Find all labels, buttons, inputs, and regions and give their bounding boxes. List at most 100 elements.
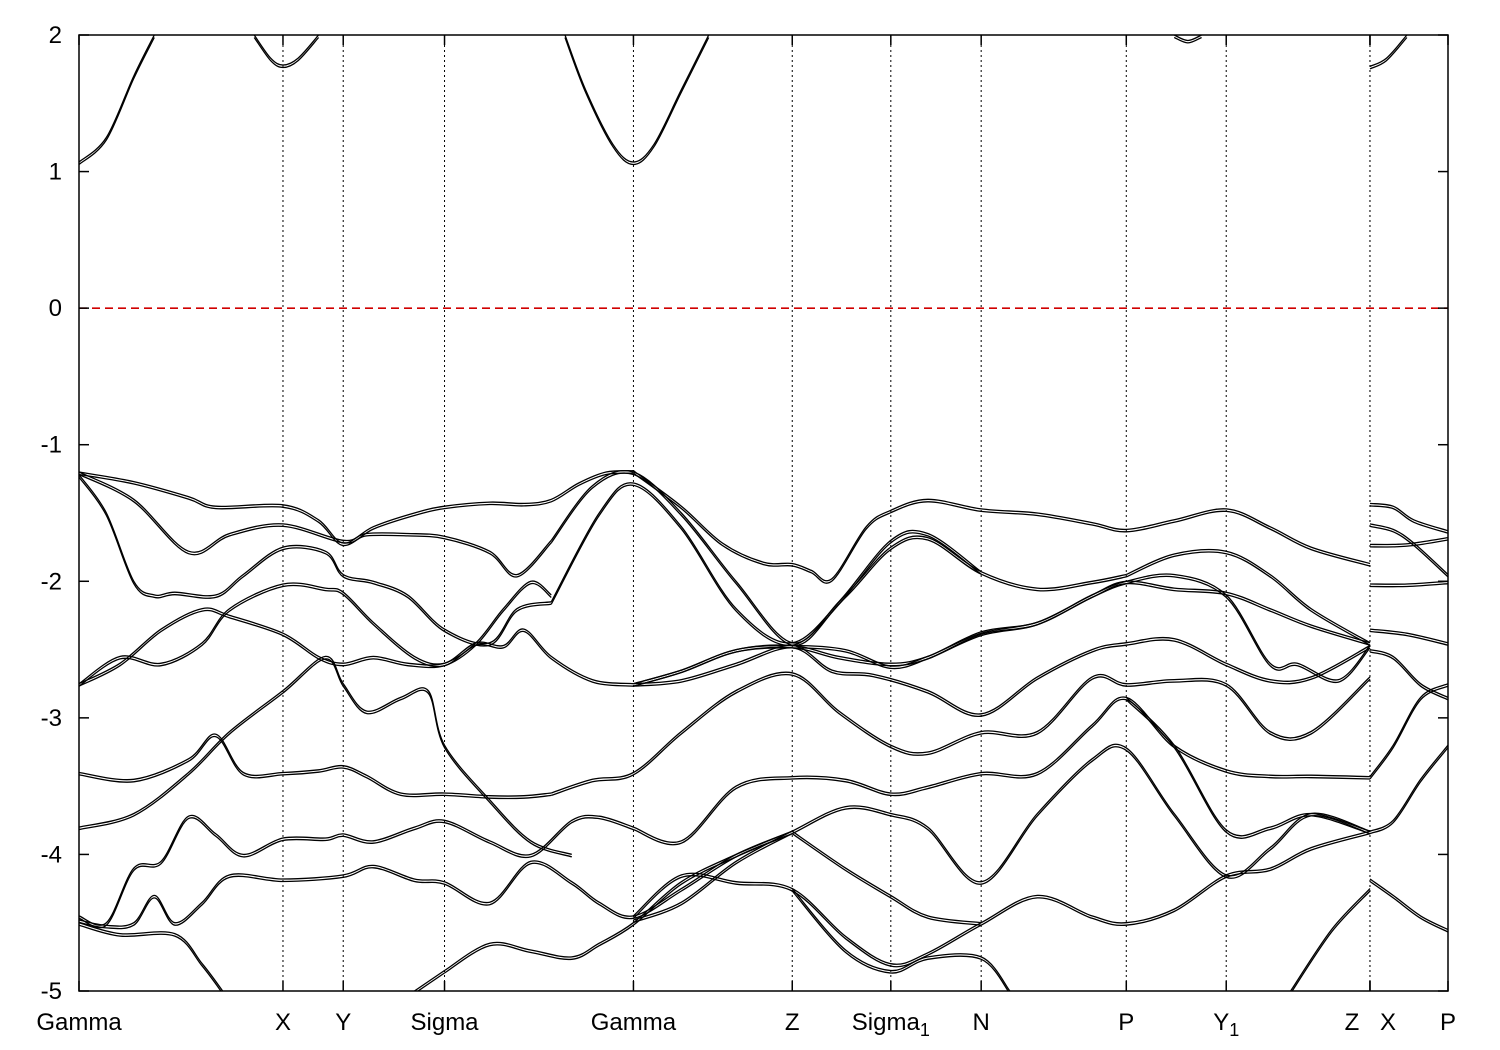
x-tick-label: Gamma	[591, 1009, 677, 1036]
band-line	[1173, 35, 1202, 42]
y-axis: 2 1 0 -1 -2 -3 -4 -5	[41, 22, 1448, 1005]
band-line	[1369, 880, 1448, 933]
band-line	[1369, 523, 1448, 575]
band-line	[550, 472, 982, 646]
bands	[79, 35, 1448, 991]
band-line	[444, 833, 793, 974]
band-line	[633, 470, 1371, 582]
band-line	[633, 636, 1371, 715]
band-line	[1369, 630, 1448, 646]
plot-frame	[78, 34, 1449, 992]
x-axis: Gamma X Y Sigma Gamma Z Sigma1 N P Y1 Z X P	[36, 35, 1456, 1040]
band-line	[79, 733, 552, 797]
band-line	[1290, 888, 1371, 991]
y-tick-label: -5	[41, 978, 62, 1005]
band-line	[564, 37, 710, 166]
band-line	[1291, 890, 1371, 991]
band-line	[1369, 539, 1448, 548]
band-line	[1173, 36, 1202, 44]
band-line	[79, 922, 224, 991]
band-line	[1369, 744, 1448, 832]
band-line	[550, 469, 982, 644]
band-line	[79, 830, 793, 927]
band-line	[1369, 651, 1448, 701]
band-line	[633, 746, 1371, 924]
band-line	[79, 817, 634, 929]
band-line	[1369, 685, 1448, 780]
y-tick-label: 2	[49, 22, 62, 49]
band-line	[79, 474, 552, 645]
band-line	[79, 472, 634, 547]
band-line	[1369, 37, 1408, 70]
x-tick-label: Y1	[1213, 1009, 1239, 1040]
band-line	[1369, 683, 1448, 777]
band-line	[633, 696, 1371, 843]
band-line	[1369, 648, 1448, 698]
band-line	[1369, 583, 1448, 588]
x-tick-label: Sigma	[411, 1009, 480, 1036]
band-line	[1369, 35, 1408, 67]
x-tick-label: P	[1118, 1009, 1134, 1036]
band-line	[633, 472, 1371, 584]
x-tick-label: Y	[335, 1009, 351, 1036]
band-line	[79, 471, 552, 576]
x-tick-label: X	[1380, 1009, 1396, 1036]
band-line	[79, 736, 552, 800]
band-line	[1369, 502, 1448, 532]
band-line	[253, 37, 320, 69]
y-tick-label: 0	[49, 295, 62, 322]
x-tick-label: X	[275, 1009, 291, 1036]
x-tick-label: Gamma	[36, 1009, 122, 1036]
band-line	[79, 470, 634, 544]
band-line	[1126, 551, 1371, 646]
band-line	[79, 580, 552, 685]
band-line	[550, 482, 1127, 644]
band-line	[633, 639, 1371, 717]
x-tick-label: Z	[1345, 1009, 1360, 1036]
band-line	[550, 484, 1127, 646]
band-line	[791, 890, 1009, 991]
band-line	[416, 972, 445, 991]
band-line	[1369, 878, 1448, 931]
y-tick-label: -2	[41, 568, 62, 595]
y-tick-label: 1	[49, 159, 62, 186]
band-line	[1369, 525, 1448, 578]
band-line	[253, 35, 320, 66]
band-line	[79, 814, 634, 926]
band-line	[633, 575, 1371, 687]
band-line	[1369, 536, 1448, 546]
band-line	[79, 582, 552, 687]
band-line	[1126, 548, 1371, 644]
band-line	[1369, 628, 1448, 644]
band-line	[632, 830, 1371, 965]
band-line	[414, 969, 445, 991]
band-line	[551, 671, 1371, 794]
y-tick-label: -1	[41, 432, 62, 459]
band-line	[791, 830, 982, 924]
x-tick-label: P	[1440, 1009, 1456, 1036]
band-line	[79, 584, 634, 687]
band-line	[633, 573, 1371, 685]
band-line	[79, 37, 155, 166]
band-line	[1369, 505, 1448, 534]
band-line	[79, 833, 793, 930]
y-tick-label: -4	[41, 841, 62, 868]
band-line	[564, 35, 710, 163]
band-line	[791, 833, 982, 926]
band-line	[632, 833, 1371, 968]
band-line	[551, 673, 1371, 797]
band-line	[79, 924, 222, 991]
x-tick-label: Sigma1	[852, 1009, 930, 1040]
band-line	[79, 476, 552, 647]
x-tick-label: Z	[785, 1009, 800, 1036]
band-line	[1369, 747, 1448, 835]
band-line	[791, 888, 1011, 991]
band-line	[79, 473, 552, 578]
band-line	[633, 698, 1371, 846]
y-tick-label: -3	[41, 705, 62, 732]
band-line	[79, 582, 634, 685]
band-line	[79, 35, 155, 163]
band-line	[79, 655, 572, 856]
